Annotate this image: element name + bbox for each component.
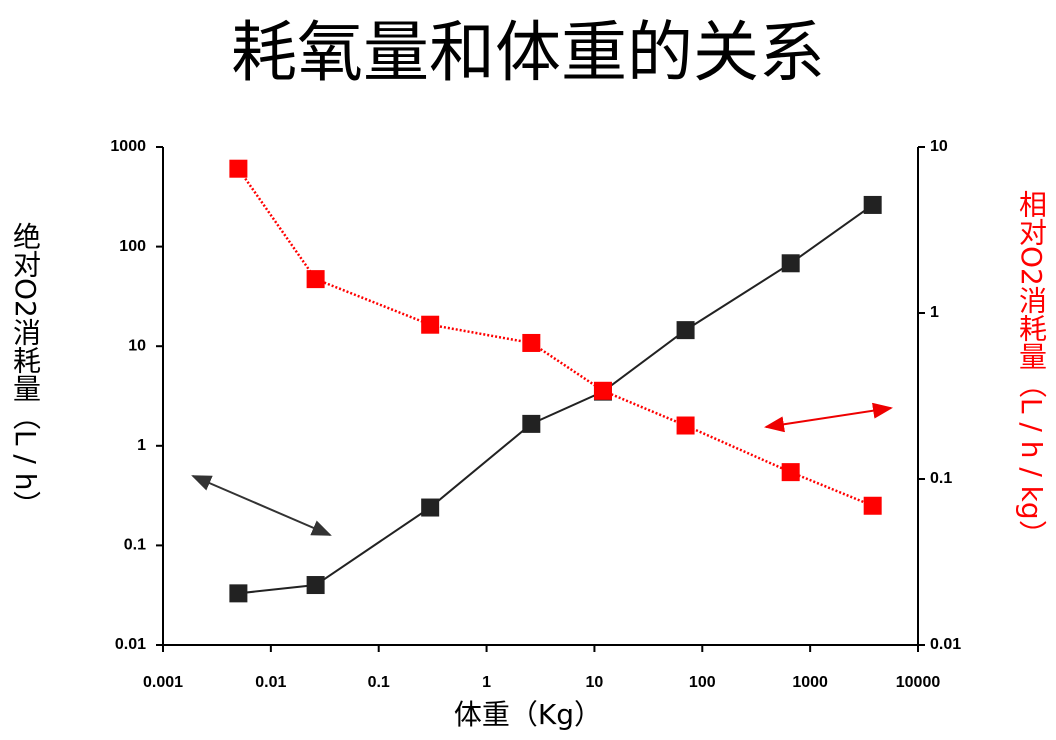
y-tick-label: 1000	[110, 138, 146, 155]
y2-tick-label: 0.01	[930, 636, 961, 653]
data-point	[522, 333, 541, 352]
data-point	[229, 584, 248, 603]
x-tick-label: 1000	[792, 674, 828, 691]
x-tick-label: 10	[586, 674, 604, 691]
y-axis-label: 绝对O2消耗量（L / h）	[9, 222, 42, 519]
data-point	[863, 496, 882, 515]
series-line	[237, 167, 874, 507]
y2-tick-label: 1	[930, 304, 939, 321]
y2-tick-label: 10	[930, 138, 948, 155]
data-point	[522, 414, 541, 433]
x-tick-label: 1	[482, 674, 491, 691]
data-point	[676, 416, 695, 435]
chart-title: 耗氧量和体重的关系	[231, 14, 825, 91]
data-point	[306, 576, 325, 595]
x-tick-label: 0.1	[368, 674, 390, 691]
x-tick-label: 0.001	[143, 674, 183, 691]
series-line	[238, 204, 874, 595]
y2-axis-label: 相对O2消耗量（L / h / kg）	[1015, 190, 1048, 548]
data-point	[863, 195, 882, 214]
data-point	[421, 315, 440, 334]
data-point	[676, 321, 695, 340]
x-tick-label: 10000	[896, 674, 941, 691]
x-axis-label: 体重（Kg）	[454, 698, 602, 731]
y-tick-label: 0.01	[115, 636, 146, 653]
data-point	[781, 254, 800, 273]
y-tick-label: 1	[137, 437, 146, 454]
data-point	[593, 381, 612, 400]
arrow-right	[764, 402, 893, 433]
y-tick-label: 0.1	[124, 537, 146, 554]
x-tick-label: 0.01	[255, 674, 286, 691]
data-point	[229, 159, 248, 178]
x-tick-label: 100	[689, 674, 716, 691]
arrow-left	[191, 475, 332, 536]
data-point	[306, 270, 325, 289]
data-point	[421, 498, 440, 517]
y2-tick-label: 0.1	[930, 470, 952, 487]
y-tick-label: 10	[128, 337, 146, 354]
data-point	[781, 463, 800, 482]
y-tick-label: 100	[119, 238, 146, 255]
